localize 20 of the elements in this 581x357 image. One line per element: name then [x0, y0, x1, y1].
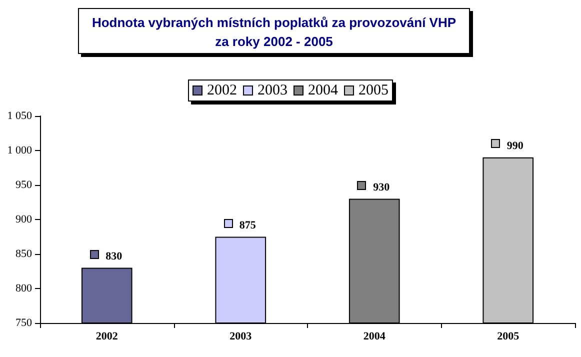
y-tick-label: 1 000 — [7, 144, 32, 156]
y-tick-label: 750 — [16, 317, 32, 329]
x-tick-label: 2002 — [96, 330, 118, 342]
legend-label: 2005 — [358, 82, 388, 98]
data-label: 930 — [373, 181, 390, 194]
legend-label: 2002 — [207, 82, 237, 98]
legend-label: 2004 — [308, 82, 338, 98]
data-label: 990 — [506, 140, 524, 152]
y-tick-label: 800 — [16, 282, 32, 294]
x-tick-label: 2005 — [497, 330, 520, 342]
x-tick-label: 2003 — [230, 330, 252, 342]
y-tick-label: 900 — [16, 214, 32, 226]
y-tick-label: 850 — [16, 248, 32, 260]
y-tick-label: 1 050 — [7, 110, 32, 122]
data-label: 830 — [106, 250, 123, 262]
y-tick-label: 950 — [16, 179, 32, 191]
legend-label: 2003 — [258, 82, 288, 98]
x-tick-label: 2004 — [363, 330, 386, 342]
data-label: 875 — [239, 219, 256, 232]
chart-title: Hodnota vybraných místních poplatků za provozování VHP za roky 2002 - 2005 — [78, 8, 470, 54]
